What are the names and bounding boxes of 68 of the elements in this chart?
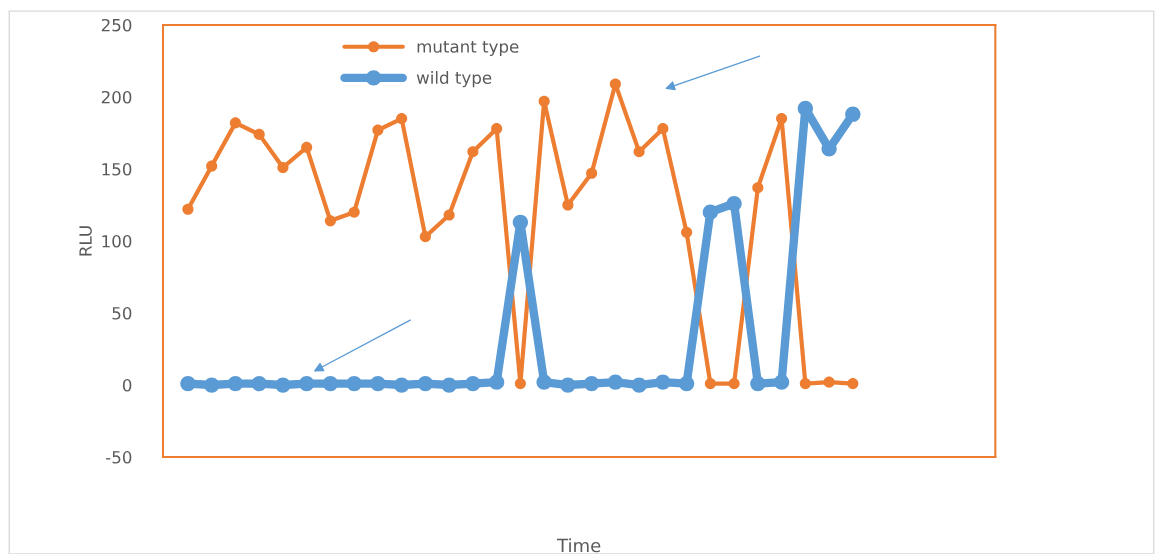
point [204, 377, 220, 393]
point [726, 195, 742, 212]
point [465, 375, 481, 392]
point [180, 375, 196, 392]
point [227, 375, 244, 392]
point [845, 106, 861, 122]
y-tick-label: -50 [106, 451, 132, 464]
y-tick-label: 200 [101, 90, 132, 104]
point [512, 214, 529, 230]
point [206, 160, 218, 172]
point [182, 203, 194, 215]
point [322, 375, 339, 392]
point [253, 128, 265, 140]
point [776, 113, 788, 125]
point [396, 113, 408, 125]
point [467, 146, 479, 158]
point [633, 146, 645, 158]
point [489, 374, 505, 390]
point [346, 375, 362, 392]
x-axis-title: Time [557, 538, 601, 553]
point [277, 161, 289, 174]
point [609, 78, 621, 90]
point [655, 374, 671, 390]
point [372, 124, 384, 136]
y-tick-label: 150 [102, 162, 132, 176]
point [583, 375, 600, 392]
y-tick-label: 0 [122, 378, 132, 392]
point [324, 215, 336, 227]
point [275, 377, 291, 393]
point [536, 374, 552, 390]
y-tick-label: 50 [112, 306, 132, 320]
legend-label: mutant type [417, 40, 519, 57]
point [799, 378, 811, 390]
point [562, 199, 574, 211]
point [348, 206, 360, 218]
point [251, 375, 267, 392]
point [301, 141, 313, 153]
point [752, 182, 764, 194]
point [678, 375, 695, 392]
point [370, 375, 386, 392]
point [823, 376, 835, 388]
y-axis-title: RLU [79, 226, 92, 256]
point [607, 374, 624, 390]
point [847, 378, 859, 390]
point [681, 226, 693, 238]
legend-label: wild type [416, 71, 492, 88]
point [417, 375, 434, 392]
point [514, 378, 526, 390]
point [538, 95, 550, 107]
point [419, 231, 431, 243]
point [631, 377, 647, 393]
y-tick-label: 100 [102, 234, 132, 248]
point [773, 374, 790, 390]
point [394, 377, 410, 393]
point [702, 204, 718, 220]
point [797, 100, 813, 117]
point [586, 167, 598, 179]
point [491, 123, 503, 135]
point [560, 377, 576, 393]
point [750, 375, 766, 392]
point [441, 377, 457, 393]
y-tick-label: 250 [101, 18, 132, 32]
point [657, 123, 669, 135]
point [229, 117, 241, 129]
point [728, 378, 740, 390]
point [443, 209, 455, 221]
point [704, 378, 716, 390]
point [299, 375, 315, 392]
